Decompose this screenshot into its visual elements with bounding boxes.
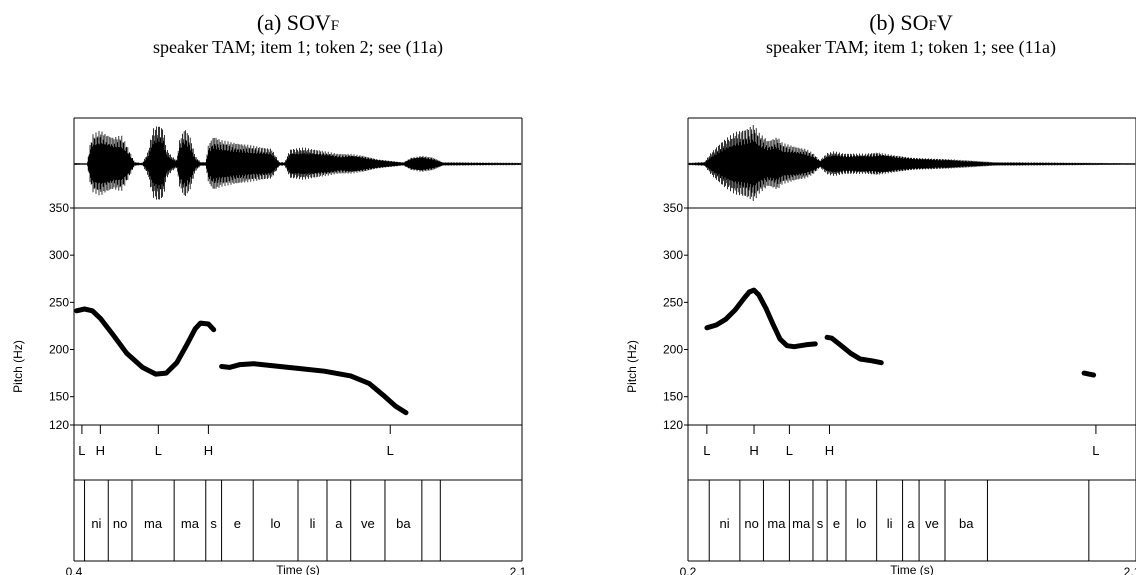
syllable-label: e: [833, 516, 840, 531]
syllable-label: ba: [396, 516, 411, 531]
tone-label: L: [786, 443, 793, 458]
syllable-label: ni: [719, 516, 729, 531]
chart-subtitle: speaker TAM; item 1; token 2; see (11a): [153, 37, 443, 58]
chart-title-subscript: F: [929, 18, 937, 34]
chart-title: (a) SOVF: [257, 10, 339, 35]
chart-subtitle: speaker TAM; item 1; token 1; see (11a): [766, 37, 1056, 58]
x-tick-label: 0.2: [680, 565, 697, 575]
y-tick-label: 200: [663, 343, 683, 357]
syllable-label: ve: [925, 516, 939, 531]
y-tick-label: 300: [663, 248, 683, 262]
pitch-contour-segment: [704, 287, 818, 350]
chart-title: (b) SOFV: [869, 10, 953, 35]
syllable-label: lo: [271, 516, 281, 531]
x-axis-label: Time (s): [276, 563, 320, 575]
tone-label: L: [1092, 443, 1099, 458]
tone-label: L: [78, 443, 85, 458]
chart-title-main-end: V: [937, 10, 953, 35]
x-tick-label: 2.1: [1124, 565, 1136, 575]
syllable-label: li: [887, 516, 893, 531]
syllable-label: ma: [181, 516, 200, 531]
y-tick-label: 250: [663, 295, 683, 309]
pitch-contour-segment: [219, 361, 409, 416]
pitch-contour-segment: [824, 334, 884, 366]
syllable-label: ni: [91, 516, 101, 531]
y-tick-label: 250: [49, 295, 69, 309]
syllable-label: ba: [959, 516, 974, 531]
chart-title-main: (a) SOV: [257, 10, 331, 35]
syllable-label: ve: [361, 516, 375, 531]
tone-label: L: [155, 443, 162, 458]
x-tick-label: 2.1: [510, 565, 527, 575]
chart-title-subscript: F: [331, 18, 339, 34]
syllable-label: e: [234, 516, 241, 531]
waveform: [688, 125, 1136, 201]
chart-title-main: (b) SO: [869, 10, 928, 35]
pitch-contour-segment: [1081, 370, 1097, 378]
x-axis-label: Time (s): [890, 563, 934, 575]
tone-label: L: [387, 443, 394, 458]
y-tick-label: 120: [49, 418, 69, 432]
syllable-label: li: [310, 516, 316, 531]
syllable-label: ma: [767, 516, 786, 531]
x-tick-label: 0.4: [66, 565, 83, 575]
waveform: [74, 126, 522, 200]
tone-label: L: [703, 443, 710, 458]
syllable-label: ma: [792, 516, 811, 531]
y-axis-label: Pitch (Hz): [11, 340, 25, 393]
tone-label: H: [96, 443, 105, 458]
pitch-contour-segment: [74, 306, 217, 377]
y-tick-label: 300: [49, 248, 69, 262]
syllable-label: a: [907, 516, 915, 531]
syllable-label: a: [335, 516, 343, 531]
y-tick-label: 350: [49, 201, 69, 215]
syllable-label: no: [744, 516, 758, 531]
y-tick-label: 120: [663, 418, 683, 432]
y-tick-label: 350: [663, 201, 683, 215]
tone-label: H: [825, 443, 834, 458]
syllable-label: s: [210, 516, 217, 531]
syllable-label: no: [113, 516, 127, 531]
tone-label: H: [204, 443, 213, 458]
y-tick-label: 150: [663, 390, 683, 404]
y-axis-label: Pitch (Hz): [625, 340, 639, 393]
syllable-label: ma: [144, 516, 163, 531]
syllable-label: lo: [856, 516, 866, 531]
y-tick-label: 200: [49, 343, 69, 357]
y-tick-label: 150: [49, 390, 69, 404]
tone-label: H: [749, 443, 758, 458]
syllable-label: s: [817, 516, 824, 531]
